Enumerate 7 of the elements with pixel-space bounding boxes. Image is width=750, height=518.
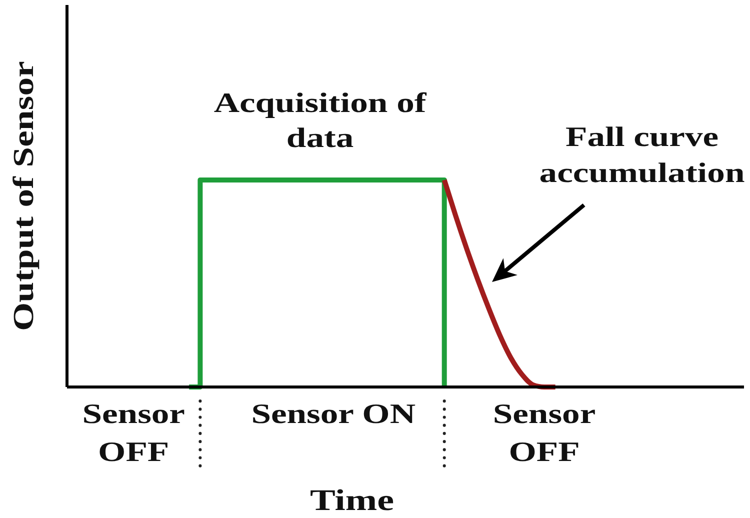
y-axis-title: Output of Sensor xyxy=(8,61,40,331)
annotation: Acquisition of data xyxy=(214,86,427,154)
x-tick-label: Sensor OFF xyxy=(82,398,185,468)
x-tick-label: Sensor ON xyxy=(251,398,416,430)
x-axis-title: Time xyxy=(310,484,394,517)
annotation: Fall curve accumulation xyxy=(539,120,745,188)
x-tick-label: Sensor OFF xyxy=(492,398,596,468)
